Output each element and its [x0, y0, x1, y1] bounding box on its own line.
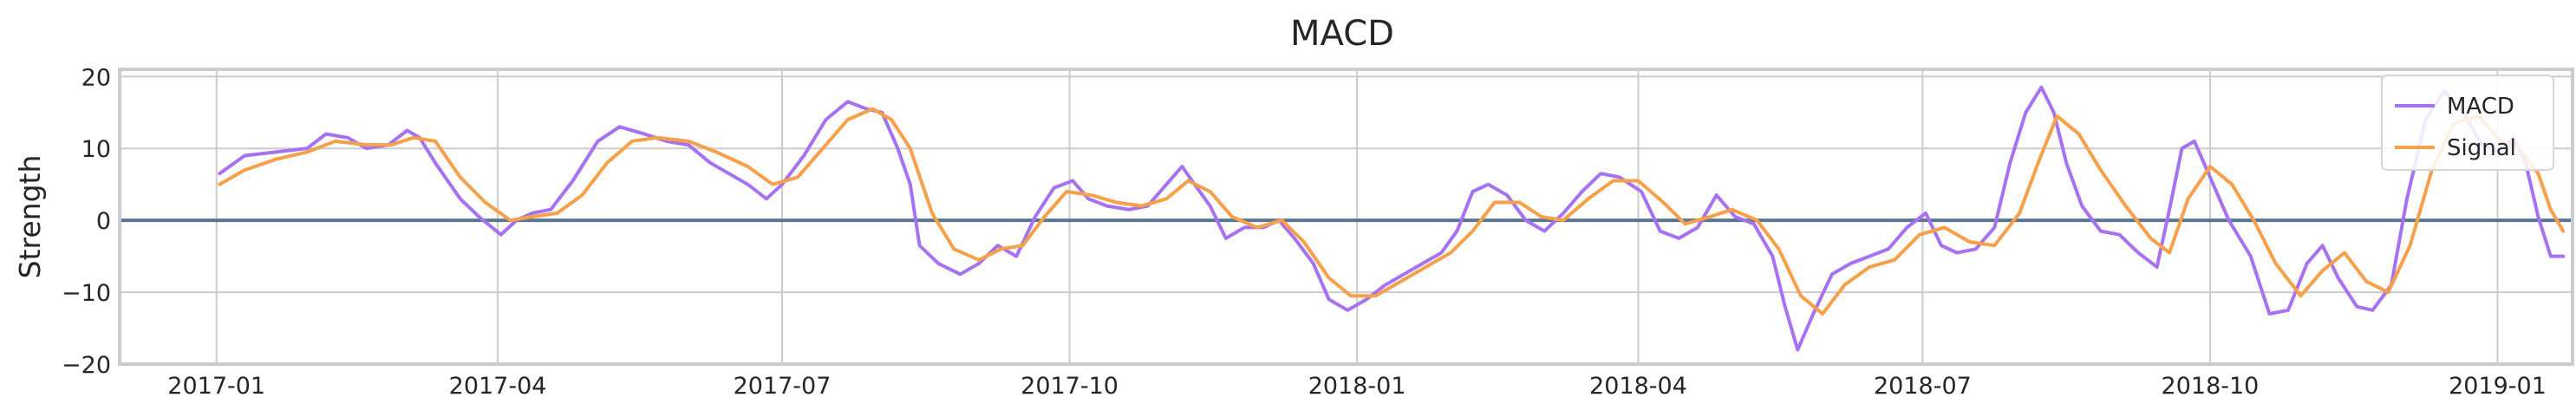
x-tick-label: 2018-10	[2162, 373, 2260, 400]
x-tick-label: 2018-04	[1589, 373, 1687, 400]
y-tick-label: −20	[62, 352, 111, 379]
y-axis-label: Strength	[13, 155, 47, 279]
x-tick-label: 2017-01	[167, 373, 265, 400]
plot-border	[118, 68, 2574, 366]
series-lines	[218, 85, 2566, 352]
legend: MACD Signal	[2381, 75, 2554, 171]
x-tick-label: 2018-07	[1874, 373, 1972, 400]
y-tick-label: 20	[82, 64, 111, 91]
y-tick-label: 0	[96, 208, 111, 235]
chart-title: MACD	[1290, 14, 1394, 54]
x-tick-labels: 2017-01 2017-04 2017-07 2017-10 2018-01 2018-…	[167, 373, 2547, 400]
series-line-signal	[218, 107, 2566, 316]
y-tick-label: −10	[62, 280, 111, 307]
x-tick-label: 2017-07	[734, 373, 831, 400]
y-tick-label: 10	[82, 136, 111, 163]
legend-label-signal: Signal	[2447, 135, 2516, 161]
series-line-macd	[218, 85, 2566, 352]
legend-label-macd: MACD	[2447, 94, 2514, 120]
x-tick-label: 2017-04	[449, 373, 547, 400]
x-tick-label: 2018-01	[1308, 373, 1406, 400]
x-tick-label: 2019-01	[2449, 373, 2547, 400]
gridlines	[120, 69, 2573, 365]
y-tick-labels: −20 −10 0 10 20	[62, 64, 111, 379]
x-tick-label: 2017-10	[1021, 373, 1118, 400]
